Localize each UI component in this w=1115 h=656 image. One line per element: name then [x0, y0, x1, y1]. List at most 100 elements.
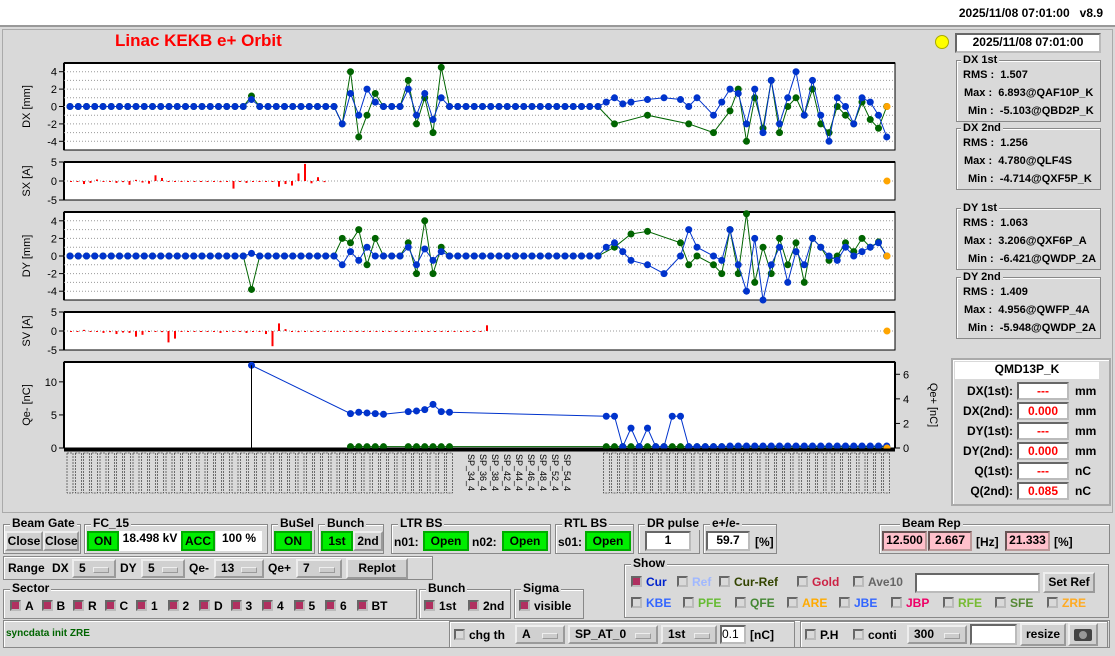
data-point — [421, 217, 429, 225]
show-text: PFE — [698, 596, 722, 610]
x-tick-label-cluster — [116, 452, 123, 494]
show-ref-checkbox[interactable]: Ref — [677, 575, 711, 589]
bunch-1st-button[interactable]: 1st — [321, 531, 353, 551]
data-point — [256, 103, 264, 110]
data-point — [677, 239, 684, 247]
sector-C-checkbox[interactable]: C — [104, 599, 128, 613]
data-point — [800, 278, 808, 286]
sector-R-checkbox[interactable]: R — [73, 599, 97, 613]
sector-B-checkbox[interactable]: B — [41, 599, 65, 613]
max-row: Max : 6.893@QAF10P_K — [964, 87, 1093, 99]
data-point — [602, 98, 610, 106]
bunch-2nd-button[interactable]: 2nd — [353, 531, 383, 551]
threshold-input[interactable]: 0.1 — [720, 625, 746, 644]
sp-select[interactable]: SP_AT_0 — [568, 625, 658, 644]
fc15-acc-button[interactable]: ACC — [181, 531, 215, 551]
data-point — [718, 270, 726, 278]
data-point — [248, 249, 255, 257]
element-row-label: Q(2nd): — [970, 484, 1013, 498]
range-dy-select[interactable]: 5 — [141, 559, 185, 578]
show-jbp-checkbox[interactable]: JBP — [891, 596, 929, 610]
checkbox-icon — [104, 600, 116, 611]
sector-BT-checkbox[interactable]: BT — [356, 599, 388, 613]
chg-select[interactable]: A — [515, 625, 565, 644]
show-gold-checkbox[interactable]: Gold — [797, 575, 839, 589]
bar — [232, 331, 235, 332]
show-qfe-checkbox[interactable]: QFE — [735, 596, 775, 610]
checkbox-icon — [262, 600, 273, 611]
beam-gate-close-1-button[interactable]: Close — [5, 531, 43, 551]
conti-select[interactable]: 300 — [907, 625, 967, 644]
n02-open-button[interactable]: Open — [502, 531, 548, 551]
ph-checkbox[interactable]: P.H — [805, 628, 838, 642]
range-qem-select[interactable]: 13 — [214, 559, 264, 578]
data-point — [545, 252, 552, 260]
element-row-label: DY(2nd): — [963, 444, 1013, 458]
show-sfe-checkbox[interactable]: SFE — [995, 596, 1033, 610]
sector-3-checkbox[interactable]: 3 — [230, 599, 252, 613]
data-point — [165, 252, 173, 260]
data-point — [866, 116, 874, 124]
data-point — [743, 120, 750, 128]
sector-1-checkbox[interactable]: 1 — [136, 599, 158, 613]
n01-open-button[interactable]: Open — [423, 531, 469, 551]
x-tick-label-cluster — [875, 452, 882, 494]
bar — [284, 181, 287, 185]
data-point — [157, 103, 165, 110]
bunch-2nd-checkbox[interactable]: 2nd — [468, 599, 504, 613]
sector-5-checkbox[interactable]: 5 — [293, 599, 315, 613]
range-dx-select[interactable]: 5 — [72, 559, 116, 578]
beam-gate-close-2-button[interactable]: Close — [43, 531, 79, 551]
bar — [154, 175, 157, 181]
sector-4-checkbox[interactable]: 4 — [262, 599, 284, 613]
element-row-unit: nC — [1075, 484, 1091, 498]
data-point — [338, 234, 346, 242]
y-tick-label: 0 — [51, 176, 57, 188]
data-point — [693, 94, 701, 102]
replot-button[interactable]: Replot — [346, 558, 408, 579]
data-point — [437, 94, 445, 102]
camera-button[interactable] — [1068, 623, 1098, 646]
show-kbe-checkbox[interactable]: KBE — [631, 596, 671, 610]
chg-th-checkbox[interactable]: chg th — [454, 628, 505, 642]
conti-checkbox[interactable]: conti — [853, 628, 897, 642]
bunch-th-select[interactable]: 1st — [661, 625, 717, 644]
show-cur-checkbox[interactable]: Cur — [631, 575, 667, 589]
x-tick-label-cluster — [883, 452, 890, 494]
busel-on-button[interactable]: ON — [274, 531, 312, 551]
sector-2-checkbox[interactable]: 2 — [167, 599, 189, 613]
bar — [193, 181, 196, 182]
ref-input[interactable] — [915, 573, 1040, 593]
data-point — [784, 94, 792, 102]
sector-A-checkbox[interactable]: A — [10, 599, 34, 613]
fc15-on-button[interactable]: ON — [87, 531, 119, 551]
conti-input[interactable] — [970, 624, 1017, 645]
data-point — [421, 443, 429, 451]
sigma-visible-checkbox[interactable]: visible — [519, 599, 571, 613]
bar — [102, 181, 105, 182]
show-ave10-checkbox[interactable]: Ave10 — [853, 575, 903, 589]
range-qep-select[interactable]: 7 — [296, 559, 342, 578]
x-tick-label-cluster — [603, 452, 610, 494]
data-point — [545, 103, 552, 110]
data-point — [833, 94, 841, 102]
min-label: Min : — [968, 173, 994, 185]
bar — [408, 331, 410, 332]
bunch-1st-checkbox[interactable]: 1st — [424, 599, 456, 613]
resize-button[interactable]: resize — [1020, 623, 1066, 646]
show-jbe-checkbox[interactable]: JBE — [839, 596, 877, 610]
show-cur-ref-checkbox[interactable]: Cur-Ref — [719, 575, 778, 589]
sector-6-checkbox[interactable]: 6 — [325, 599, 347, 613]
sector-D-checkbox[interactable]: D — [199, 599, 223, 613]
show-pfe-checkbox[interactable]: PFE — [683, 596, 721, 610]
show-rfe-checkbox[interactable]: RFE — [943, 596, 982, 610]
set-ref-button[interactable]: Set Ref — [1043, 572, 1095, 593]
show-are-checkbox[interactable]: ARE — [787, 596, 827, 610]
data-point — [116, 252, 123, 260]
data-point — [215, 103, 222, 110]
data-point — [776, 243, 783, 251]
show-zre-checkbox[interactable]: ZRE — [1047, 596, 1086, 610]
data-point — [800, 111, 808, 119]
s01-open-button[interactable]: Open — [585, 531, 631, 551]
sector-text: 1 — [151, 599, 158, 613]
